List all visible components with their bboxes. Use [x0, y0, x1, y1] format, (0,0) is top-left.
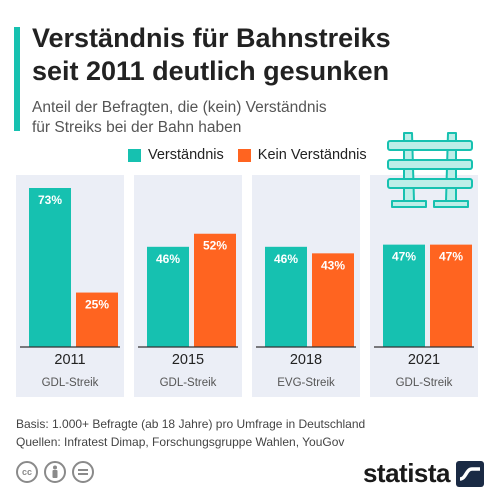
chart-title: Verständnis für Bahnstreiks seit 2011 de…	[32, 22, 482, 88]
legend-label-verstaendnis: Verständnis	[148, 147, 224, 163]
x-sublabel: GDL-Streik	[42, 377, 99, 389]
footnote: Basis: 1.000+ Befragte (ab 18 Jahre) pro…	[16, 415, 365, 451]
chart-subtitle-line-1: Anteil der Befragten, die (kein) Verstän…	[32, 99, 327, 116]
data-label: 25%	[85, 298, 109, 312]
railway-track-icon	[387, 132, 473, 208]
legend-label-kein-verstaendnis: Kein Verständnis	[257, 147, 367, 163]
statista-logo[interactable]: statista	[363, 458, 484, 489]
cc-icon: cc	[16, 461, 38, 483]
nd-icon	[72, 461, 94, 483]
x-tick-label: 2015	[172, 352, 204, 368]
bar-kein-verstaendnis	[430, 244, 472, 347]
legend-item-verstaendnis: Verständnis	[128, 147, 224, 163]
chart-subtitle-line-2: für Streiks bei der Bahn haben	[32, 119, 242, 136]
statista-mark-icon	[456, 460, 484, 487]
legend-swatch-teal	[128, 148, 141, 162]
x-sublabel: EVG-Streik	[277, 377, 335, 389]
x-sublabel: GDL-Streik	[160, 377, 217, 389]
footnote-sources: Quellen: Infratest Dimap, Forschungsgrup…	[16, 435, 345, 449]
data-label: 46%	[274, 252, 298, 266]
x-tick-label: 2011	[54, 352, 85, 368]
data-label: 52%	[203, 239, 227, 253]
chart-legend: Verständnis Kein Verständnis	[128, 146, 381, 164]
x-tick-label: 2018	[290, 352, 322, 368]
legend-item-kein-verstaendnis: Kein Verständnis	[237, 147, 367, 163]
x-sublabel: GDL-Streik	[396, 377, 453, 389]
data-label: 46%	[156, 252, 180, 266]
bar-kein-verstaendnis	[194, 233, 236, 347]
bar-kein-verstaendnis	[76, 292, 118, 347]
data-label: 47%	[392, 250, 416, 264]
footnote-basis: Basis: 1.000+ Befragte (ab 18 Jahre) pro…	[16, 417, 366, 431]
bar-kein-verstaendnis	[312, 253, 354, 347]
bar-verstaendnis	[383, 244, 425, 347]
bar-verstaendnis	[265, 246, 307, 347]
bar-verstaendnis	[147, 246, 189, 347]
chart-title-line-1: Verständnis für Bahnstreiks	[32, 23, 391, 53]
license-icons: cc	[16, 461, 100, 483]
chart-subtitle: Anteil der Befragten, die (kein) Verstän…	[32, 98, 372, 138]
data-label: 47%	[439, 250, 463, 264]
brand-wordmark: statista	[362, 458, 451, 488]
data-label: 73%	[38, 193, 62, 207]
x-tick-label: 2021	[408, 352, 440, 368]
data-label: 43%	[321, 258, 345, 272]
bar-verstaendnis	[29, 188, 71, 347]
title-accent-bar	[14, 27, 20, 131]
legend-swatch-orange	[237, 148, 251, 162]
by-icon	[44, 461, 66, 483]
chart-title-line-2: seit 2011 deutlich gesunken	[32, 56, 390, 86]
